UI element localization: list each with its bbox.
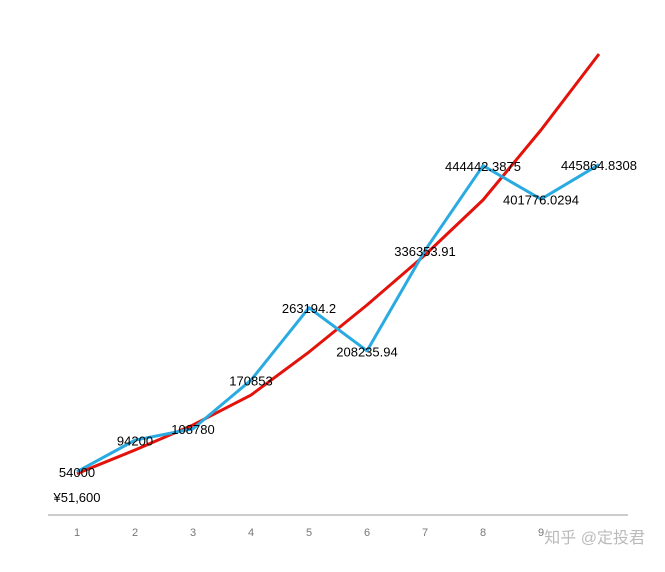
data-label: 444442.3875: [445, 159, 521, 174]
data-label: 54000: [59, 465, 95, 480]
series-line: [76, 163, 600, 474]
x-tick-label: 1: [74, 527, 80, 539]
x-tick-label: 2: [132, 527, 138, 539]
x-tick-label: 6: [364, 527, 370, 539]
data-label: ¥51,600: [53, 490, 101, 505]
series-line: [76, 53, 601, 475]
x-tick-label: 7: [422, 527, 428, 539]
data-label: 336353.91: [394, 244, 455, 259]
data-label: 401776.0294: [503, 193, 579, 208]
data-label: 263194.2: [282, 301, 336, 316]
data-label: 208235.94: [336, 344, 397, 359]
x-tick-label: 5: [306, 527, 312, 539]
x-tick-label: 9: [538, 527, 544, 539]
data-label: 170853: [229, 374, 272, 389]
x-tick-label: 4: [248, 527, 254, 539]
data-label: 108780: [171, 422, 214, 437]
data-label: 94200: [117, 434, 153, 449]
watermark: 知乎 @定投君: [544, 529, 645, 547]
x-tick-label: 3: [190, 527, 196, 539]
data-label: 445864.8308: [561, 158, 637, 173]
x-tick-label: 8: [480, 527, 486, 539]
